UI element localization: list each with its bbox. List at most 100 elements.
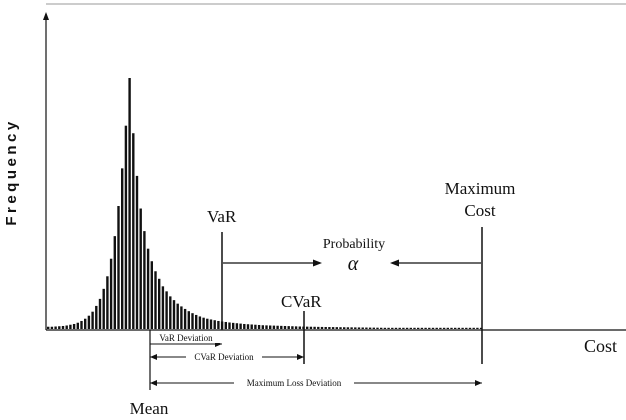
y-axis-label: Frequency [3,118,20,225]
histogram-bar [306,326,309,329]
histogram-bar [180,306,183,329]
histogram-bar [383,327,387,329]
histogram-bar [405,327,409,329]
histogram-bar [320,326,324,329]
histogram-bar [109,258,113,329]
histogram-bar [468,327,472,329]
histogram-bar [254,324,257,329]
histogram-bar [283,325,287,329]
histogram-bar [150,261,153,329]
histogram-bar [272,325,276,329]
histogram-bar [213,320,216,329]
var-label: VaR [207,207,237,226]
histogram-bar [183,308,187,329]
histogram-bar [439,327,442,329]
histogram-bar [172,300,176,329]
histogram-bar [376,327,379,329]
histogram-bar [280,325,283,329]
histogram-bar [257,324,261,329]
histogram-bar [246,324,250,329]
max-cost-label-line2: Cost [464,201,495,220]
histogram-bar [394,327,398,329]
histogram-bar [206,318,209,329]
histogram-bar [368,327,372,329]
histogram-bar [187,311,190,329]
cvar-deviation-label-bg [186,351,262,363]
histogram-bar [398,327,401,329]
cvar-deviation-arrowhead-left [150,354,157,360]
probability-arrowhead-right [390,259,399,267]
histogram-bar [428,327,431,329]
histogram-bar [61,325,65,329]
max-loss-deviation-arrowhead-left [150,380,157,386]
histogram-bar [50,326,54,329]
histogram-bar [298,326,301,329]
max-cost-label-line1: Maximum [445,179,516,198]
histogram-bar [435,327,438,329]
histogram-bar [465,327,468,329]
alpha-symbol: α [348,253,359,275]
histogram-bar [80,320,83,329]
histogram-bar [158,278,161,329]
histogram-bar [98,298,102,329]
histogram-bar [324,326,327,329]
histogram-bar [442,327,446,329]
histogram-bar [472,327,475,329]
histogram-bar [380,327,383,329]
histogram-bar [139,208,142,329]
histogram-bar [72,323,76,329]
histogram-bar [102,288,105,329]
cvar-deviation-label: CVaR Deviation [194,352,254,362]
var-deviation-label-bg [151,333,221,343]
histogram-bar [287,326,290,329]
histogram-bars [47,78,483,329]
histogram-bar [232,322,235,329]
probability-label: Probability [323,237,385,252]
histogram-bar [424,327,427,329]
histogram-bar [261,325,264,329]
max-loss-deviation-label: Maximum Loss Deviation [247,378,342,388]
histogram-bar [154,271,157,329]
histogram-bar [450,327,453,329]
histogram-bar [417,327,420,329]
histogram-bar [58,326,61,329]
histogram-bar [161,286,165,329]
histogram-bar [106,276,109,329]
histogram-bar [413,327,416,329]
histogram-bar [331,327,335,329]
histogram-bar [209,319,213,329]
cvar-label: CVaR [281,292,322,311]
mean-label: Mean [130,399,169,418]
histogram-bar [402,327,405,329]
histogram-bar [239,323,242,329]
histogram-bar [291,326,294,329]
histogram-bar [265,325,268,329]
histogram-bar [313,326,316,329]
histogram-bar [65,325,68,329]
histogram-bar [454,327,457,329]
histogram-bar [198,316,202,329]
histogram-bar [391,327,394,329]
histogram-bar [372,327,375,329]
histogram-bar [117,206,120,329]
histogram-bar [224,321,227,329]
histogram-bar [191,313,194,329]
histogram-bar [202,317,205,329]
histogram-bar [69,324,72,329]
histogram-bar [91,311,94,329]
histogram-bar [128,78,131,329]
var-deviation-label: VaR Deviation [159,333,213,343]
histogram-bar [446,327,449,329]
histogram-bar [165,291,168,329]
histogram-bar [276,325,279,329]
histogram-bar [143,231,146,329]
histogram-bar [250,324,253,329]
histogram-bar [84,318,87,329]
histogram-bar [121,168,124,329]
histogram-bar [409,327,412,329]
max-loss-deviation-label-bg [234,377,354,389]
histogram-bar [87,315,91,329]
histogram-bar [387,327,390,329]
histogram-bar [431,327,435,329]
